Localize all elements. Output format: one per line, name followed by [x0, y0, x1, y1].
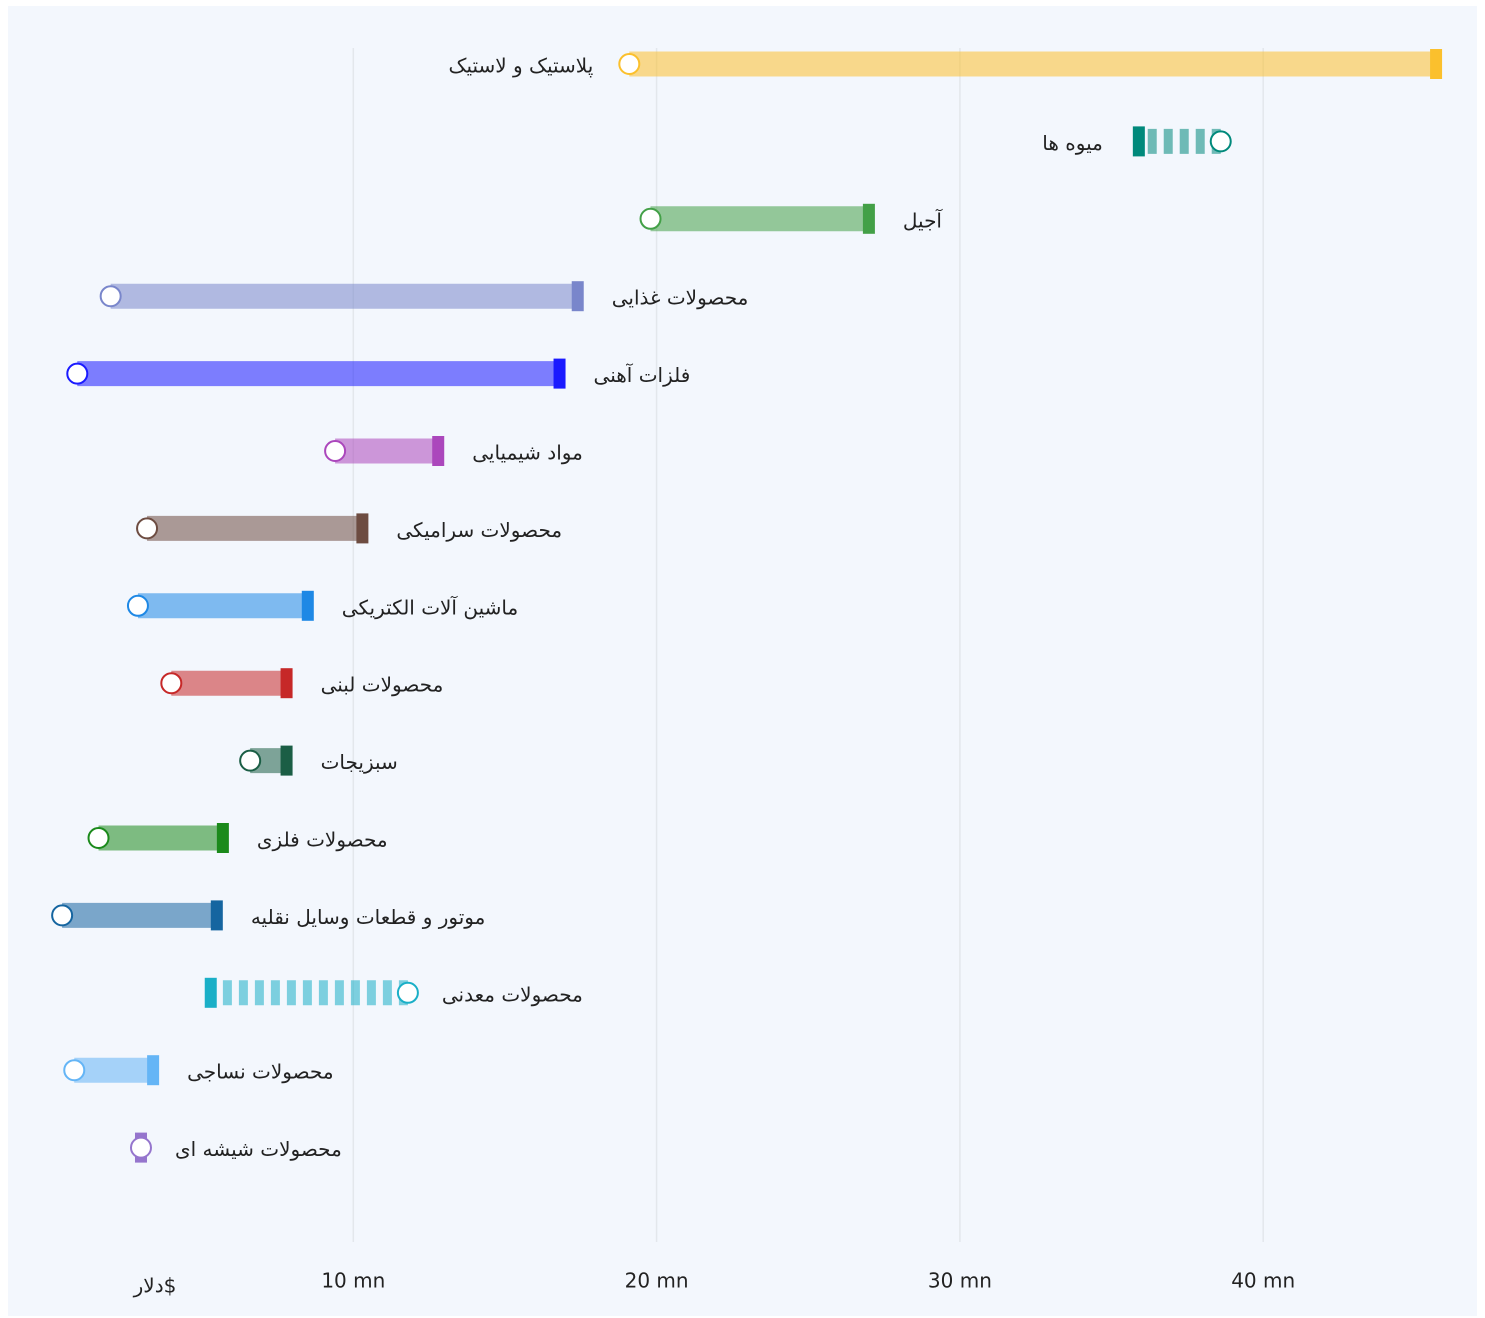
category-label: فلزات آهنی: [594, 362, 691, 387]
category-label: موتور و قطعات وسایل نقلیه: [251, 905, 486, 929]
end-cap: [147, 1055, 160, 1086]
end-cap: [280, 745, 293, 776]
start-dot: [639, 207, 662, 230]
end-cap: [1132, 126, 1145, 157]
start-dot: [126, 594, 149, 617]
start-dot: [129, 1136, 152, 1159]
x-tick-label: 20 mn: [625, 1269, 689, 1293]
end-cap: [210, 900, 223, 931]
end-cap: [216, 823, 229, 853]
category-label: سبزیجات: [321, 750, 398, 774]
start-dot: [136, 517, 159, 540]
category-label: پلاستیک و لاستیک: [449, 54, 594, 79]
start-dot: [66, 362, 89, 385]
category-label: محصولات لبنی: [321, 673, 444, 697]
category-label: ماشین آلات الکتریکی: [342, 594, 518, 619]
x-tick-label: 40 mn: [1231, 1269, 1295, 1293]
end-cap: [1430, 49, 1443, 79]
end-cap: [280, 668, 293, 699]
x-tick-label: 10 mn: [321, 1269, 385, 1293]
category-label: محصولات شیشه ای: [175, 1137, 342, 1161]
category-label: محصولات فلزی: [257, 828, 388, 852]
category-label: محصولات نساجی: [187, 1060, 333, 1084]
start-dot: [63, 1059, 86, 1082]
start-dot: [239, 749, 262, 772]
end-cap: [553, 358, 566, 389]
end-cap: [432, 436, 445, 466]
category-label: میوه ها: [1042, 131, 1103, 155]
category-label: آجیل: [903, 207, 944, 232]
plot-background: [8, 6, 1477, 1316]
category-label: محصولات معدنی: [442, 982, 583, 1006]
start-dot: [99, 285, 122, 308]
end-cap: [204, 977, 217, 1008]
x-tick-label: 30 mn: [928, 1269, 992, 1293]
end-cap: [301, 590, 314, 621]
start-dot: [396, 981, 419, 1004]
category-label: مواد شیمیایی: [472, 441, 583, 465]
start-dot: [324, 440, 347, 462]
end-cap: [571, 281, 584, 312]
category-label: محصولات سرامیکی: [396, 518, 562, 542]
x-axis-label: دلار$: [133, 1274, 177, 1298]
start-dot: [51, 904, 74, 927]
start-dot: [618, 53, 641, 75]
start-dot: [160, 672, 183, 695]
start-dot: [87, 827, 110, 849]
end-cap: [356, 513, 369, 544]
end-cap: [862, 203, 875, 234]
category-label: محصولات غذایی: [612, 286, 749, 310]
start-dot: [1209, 130, 1232, 153]
